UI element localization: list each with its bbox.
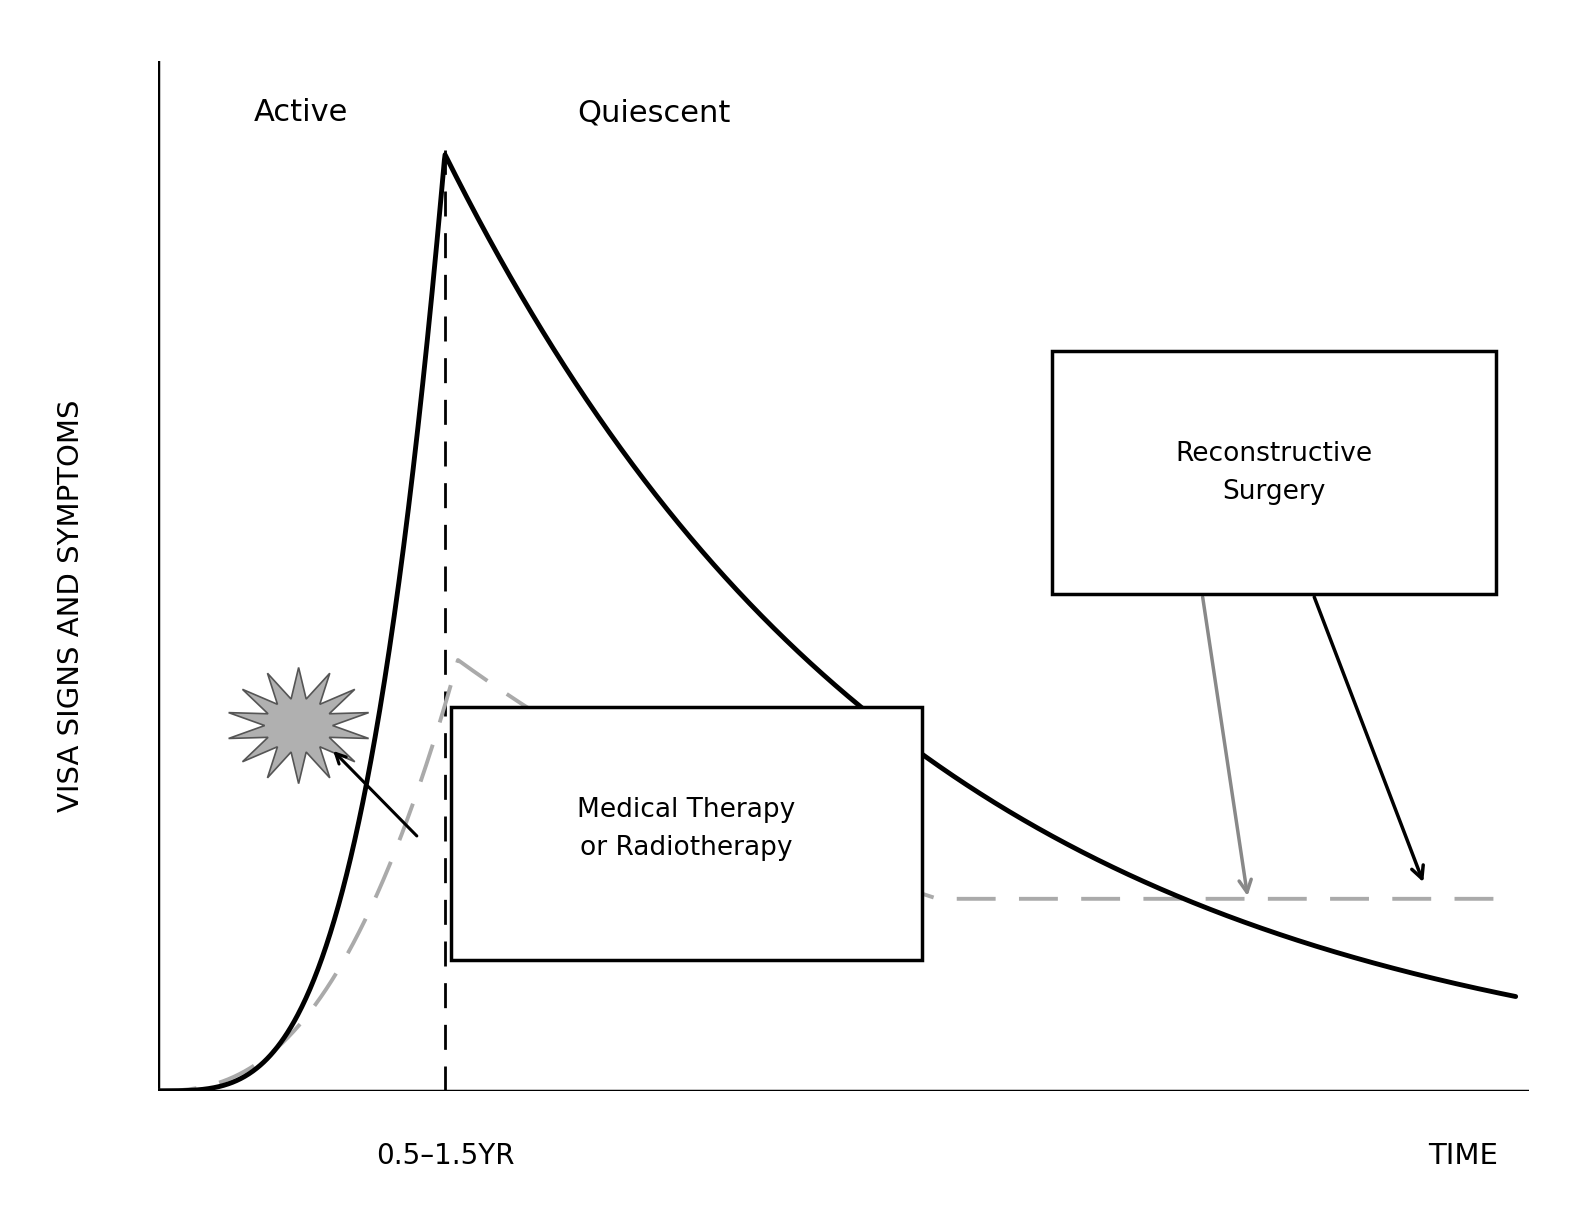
Text: Reconstructive
Surgery: Reconstructive Surgery [1176, 441, 1373, 504]
Text: Medical Therapy
or Radiotherapy: Medical Therapy or Radiotherapy [577, 796, 796, 861]
FancyBboxPatch shape [1053, 351, 1496, 594]
Text: VISA SIGNS AND SYMPTOMS: VISA SIGNS AND SYMPTOMS [57, 400, 85, 812]
FancyBboxPatch shape [451, 707, 922, 960]
Polygon shape [229, 668, 369, 784]
Text: Active: Active [254, 98, 348, 127]
Text: 0.5–1.5YR: 0.5–1.5YR [375, 1142, 514, 1171]
Text: Quiescent: Quiescent [577, 98, 731, 127]
Text: TIME: TIME [1428, 1142, 1499, 1171]
